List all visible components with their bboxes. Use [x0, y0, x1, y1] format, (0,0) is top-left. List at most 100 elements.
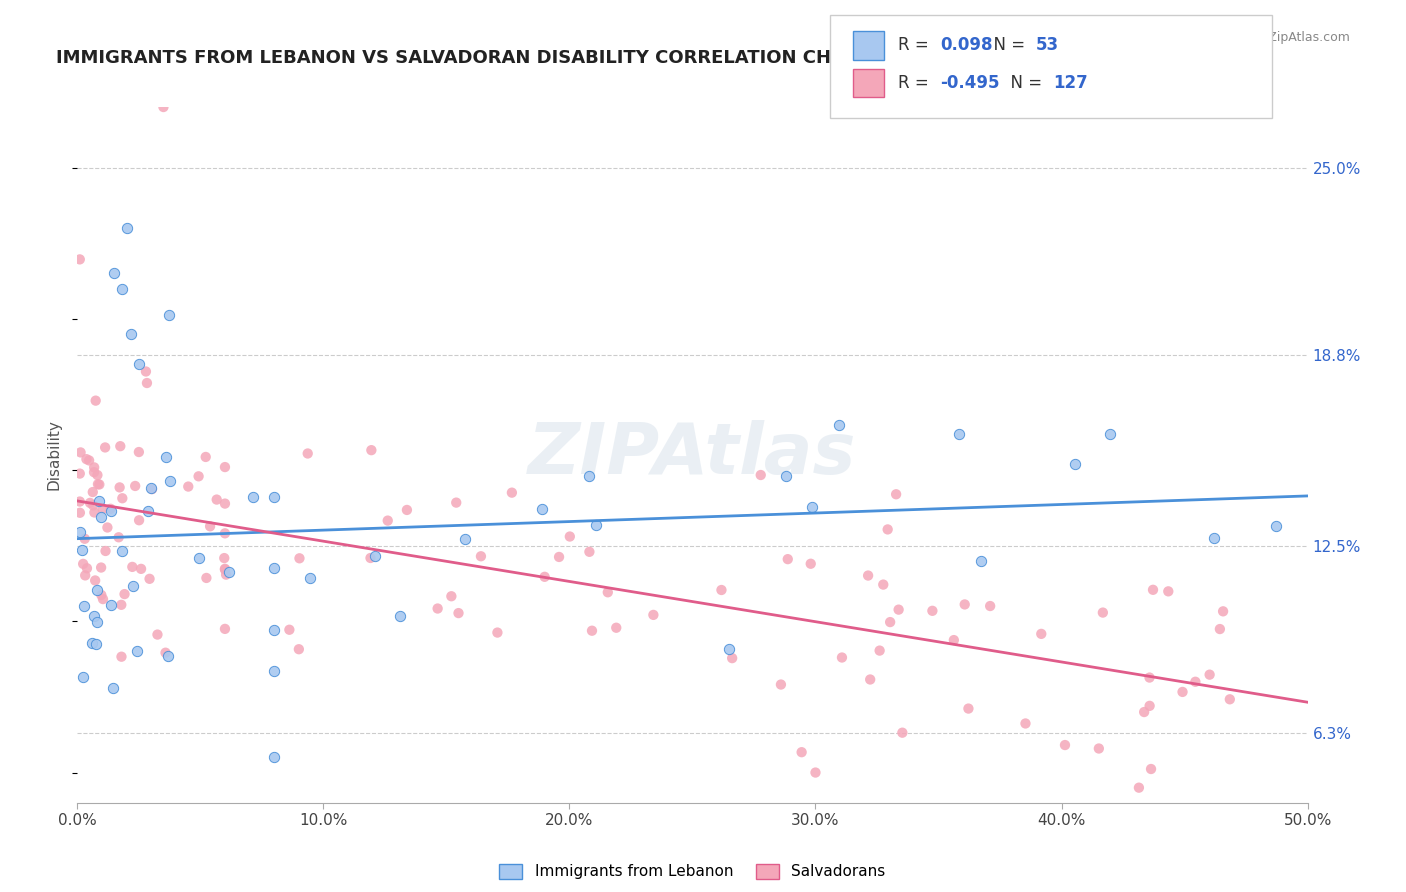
Point — [76, 561, 98, 575]
Point — [581, 624, 603, 638]
Point — [84, 637, 107, 651]
Point — [776, 552, 799, 566]
Point — [775, 469, 797, 483]
Point — [69, 252, 91, 267]
Point — [643, 607, 665, 622]
Point — [828, 418, 851, 433]
Text: N =: N = — [1000, 74, 1047, 92]
Text: N =: N = — [983, 37, 1031, 54]
Y-axis label: Disability: Disability — [46, 419, 62, 491]
Point — [84, 393, 107, 408]
Point — [876, 523, 898, 537]
Point — [122, 579, 145, 593]
Point — [1088, 741, 1111, 756]
Point — [887, 602, 910, 616]
Point — [800, 557, 823, 571]
Point — [1128, 780, 1150, 795]
Point — [103, 267, 125, 281]
Point — [869, 643, 891, 657]
Point — [110, 439, 132, 453]
Point — [215, 567, 238, 582]
Point — [953, 598, 976, 612]
Point — [84, 574, 107, 588]
Point — [136, 376, 159, 390]
Point — [79, 496, 101, 510]
Point — [135, 364, 157, 378]
Point — [790, 745, 813, 759]
Point — [214, 497, 236, 511]
Point — [1064, 457, 1087, 471]
Point — [90, 588, 112, 602]
Point — [364, 549, 387, 564]
Point — [470, 549, 492, 564]
Point — [83, 460, 105, 475]
Point — [73, 599, 96, 613]
Point — [90, 510, 112, 524]
Point — [107, 530, 129, 544]
Point — [141, 482, 163, 496]
Point — [263, 750, 285, 764]
Point — [389, 608, 412, 623]
Point — [86, 583, 108, 598]
Point — [155, 646, 177, 660]
Point — [157, 308, 180, 322]
Point — [94, 544, 117, 558]
Point — [596, 585, 619, 599]
Point — [1014, 716, 1036, 731]
Point — [198, 519, 221, 533]
Point — [195, 571, 218, 585]
Point — [501, 485, 523, 500]
Point — [585, 517, 607, 532]
Point — [1184, 674, 1206, 689]
Point — [187, 469, 209, 483]
Point — [101, 681, 124, 695]
Text: -0.495: -0.495 — [941, 74, 1000, 92]
Point — [82, 485, 104, 500]
Point — [578, 545, 600, 559]
Point — [139, 481, 162, 495]
Point — [83, 608, 105, 623]
Point — [800, 500, 823, 514]
Text: IMMIGRANTS FROM LEBANON VS SALVADORAN DISABILITY CORRELATION CHART: IMMIGRANTS FROM LEBANON VS SALVADORAN DI… — [56, 49, 870, 67]
Point — [77, 453, 100, 467]
Point — [89, 494, 111, 508]
Point — [108, 480, 131, 494]
Point — [146, 627, 169, 641]
Point — [177, 479, 200, 493]
Point — [718, 641, 741, 656]
Point — [69, 445, 91, 459]
Point — [1140, 762, 1163, 776]
Point — [121, 326, 143, 341]
Point — [218, 566, 240, 580]
Point — [1202, 532, 1225, 546]
Point — [73, 532, 96, 546]
Point — [194, 450, 217, 464]
Point — [605, 621, 627, 635]
Point — [1053, 738, 1076, 752]
Point — [1133, 705, 1156, 719]
Point — [70, 543, 93, 558]
Text: Source: ZipAtlas.com: Source: ZipAtlas.com — [1216, 31, 1350, 45]
Point — [100, 501, 122, 516]
Point — [297, 446, 319, 460]
Point — [558, 529, 581, 543]
Point — [90, 560, 112, 574]
Point — [444, 495, 467, 509]
Point — [377, 514, 399, 528]
Point — [91, 502, 114, 516]
Point — [110, 649, 132, 664]
Text: R =: R = — [898, 74, 935, 92]
Point — [1091, 606, 1114, 620]
Point — [83, 506, 105, 520]
Point — [395, 503, 418, 517]
Point — [1171, 685, 1194, 699]
Point — [957, 701, 980, 715]
Point — [288, 551, 311, 566]
Point — [856, 568, 879, 582]
Point — [1265, 518, 1288, 533]
Point — [872, 577, 894, 591]
Point — [159, 474, 181, 488]
Point — [360, 551, 382, 566]
Point — [72, 670, 94, 684]
Point — [89, 477, 111, 491]
